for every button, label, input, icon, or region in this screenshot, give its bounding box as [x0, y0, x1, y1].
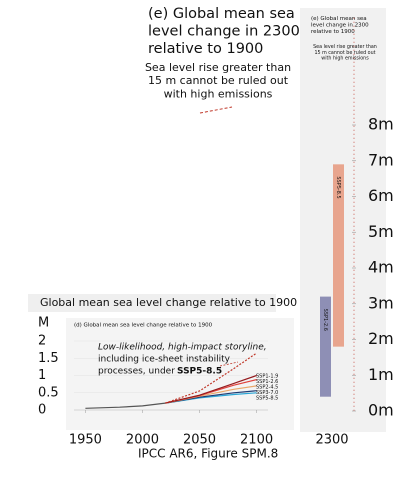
- caption: IPCC AR6, Figure SPM.8: [138, 447, 278, 461]
- y-tick-label: 1.5: [38, 351, 59, 366]
- panel-d-title-strip: [28, 294, 276, 312]
- bar-label: SSP1-2.6: [322, 309, 328, 331]
- annotation: Sea level rise greater than 15 m cannot b…: [145, 61, 291, 100]
- series-label: SSP1-2.6: [256, 379, 278, 385]
- panel-d-subtitle: (d) Global mean sea level change relativ…: [74, 323, 213, 329]
- x-tick-label: 2050: [183, 433, 216, 448]
- y-tick-label: 1m: [368, 365, 394, 384]
- x-tick-label: 2300: [315, 433, 348, 448]
- annotation-arrow: [219, 361, 239, 367]
- annotation-arrow: [199, 106, 233, 114]
- y-tick-label: 8m: [368, 115, 394, 134]
- panel-e-title: (e) Global mean sea level change in 2300 r…: [148, 6, 300, 57]
- series-label: SSP1-1.9: [256, 374, 278, 380]
- annotation-line: processes, under: [98, 367, 175, 377]
- y-tick-label: 2: [38, 334, 46, 349]
- series-line: [85, 402, 166, 409]
- x-tick-label: 2000: [126, 433, 159, 448]
- panel-d-title: Global mean sea level change relative to…: [40, 296, 297, 309]
- series-line: [165, 374, 257, 404]
- range-bar: [320, 296, 331, 397]
- y-tick-label: 2m: [368, 329, 394, 348]
- x-tick-label: 1950: [69, 433, 102, 448]
- y-tick-label: 6m: [368, 186, 394, 205]
- series-label: SSP2-4.5: [256, 385, 278, 391]
- bar-label: SSP5-8.5: [335, 176, 341, 198]
- y-tick-label: 4m: [368, 258, 394, 277]
- y-tick-label: 0.5: [38, 385, 59, 400]
- y-tick-label: 7m: [368, 150, 394, 169]
- panel-e-title-small: (e) Global mean sea level change in 2300 r…: [311, 16, 369, 35]
- y-tick-label: 3m: [368, 293, 394, 312]
- y-axis-label: M: [38, 316, 49, 331]
- y-tick-label: 0: [38, 403, 46, 418]
- y-tick-label: 5m: [368, 222, 394, 241]
- series-label: SSP3-7.0: [256, 390, 278, 396]
- range-bar: [333, 164, 344, 347]
- series-label: SSP5-8.5: [256, 396, 278, 402]
- y-tick-label: 1: [38, 368, 46, 383]
- annotation-highlight: SSP5-8.5: [177, 367, 222, 377]
- annotation-line: including ice-sheet instability: [98, 355, 231, 365]
- annotation-line: Low-likelihood, high-impact storyline,: [98, 343, 267, 353]
- panel-d-background: [66, 318, 294, 430]
- annotation-small: Sea level rise greater than 15 m cannot b…: [313, 44, 377, 62]
- series-line: [165, 352, 257, 404]
- x-tick-label: 2100: [240, 433, 273, 448]
- y-tick-label: 0m: [368, 401, 394, 420]
